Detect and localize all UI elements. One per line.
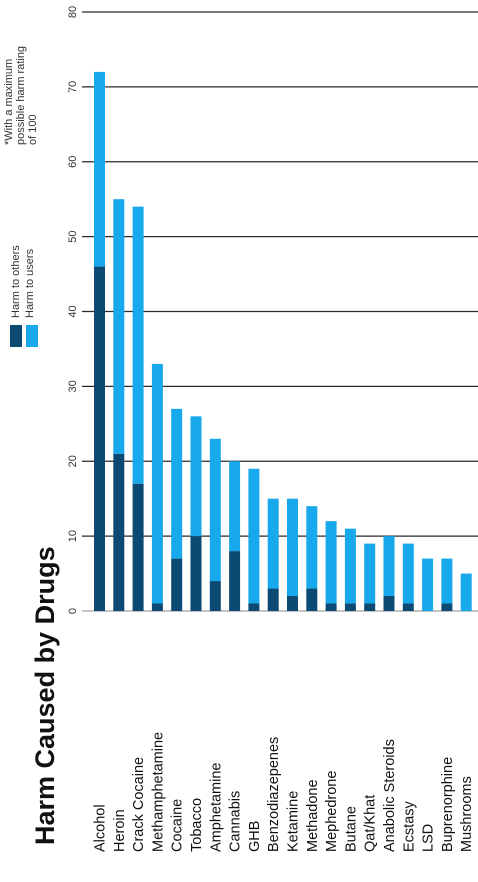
bar-harm-to-users — [287, 498, 298, 597]
y-tick-label: 10 — [67, 530, 79, 542]
category-label: Amphetamine — [208, 763, 224, 852]
y-tick-label: 0 — [67, 608, 79, 614]
footnote-line-1: *With a maximum — [3, 59, 15, 145]
bar-harm-to-others — [190, 536, 202, 611]
legend: Harm to others Harm to users — [10, 245, 38, 347]
category-labels: Alcohol Heroin Crack Cocaine Methamphetamin… — [93, 732, 476, 852]
legend-label-others: Harm to others — [10, 245, 22, 318]
bar-harm-to-users — [383, 536, 395, 597]
footnote: *With a maximum possible harm rating of … — [3, 43, 39, 145]
category-label: Mephedrone — [324, 771, 340, 852]
bar-harm-to-users — [267, 498, 279, 589]
y-tick-label: 60 — [67, 156, 79, 168]
bar-harm-to-users — [132, 206, 144, 484]
bar-harm-to-users — [190, 416, 202, 537]
bar-harm-to-others — [364, 603, 376, 611]
bar-harm-to-others — [344, 603, 356, 611]
category-label: Crack Cocaine — [131, 757, 147, 852]
bar-harm-to-others — [94, 266, 105, 611]
bar-harm-to-users — [171, 408, 183, 559]
bar-harm-to-others — [209, 581, 221, 611]
bar-harm-to-users — [151, 363, 163, 604]
chart-title: Harm Caused by Drugs — [30, 546, 60, 845]
bar-harm-to-users — [113, 199, 125, 454]
category-label: Ecstasy — [401, 800, 417, 852]
legend-swatch-users — [26, 325, 38, 347]
bar-harm-to-users — [422, 558, 434, 611]
legend-swatch-others — [10, 325, 22, 347]
bar-harm-to-users — [209, 438, 221, 582]
category-label: Mushrooms — [459, 776, 475, 852]
category-label: Heroin — [112, 809, 128, 852]
y-tick-label: 70 — [67, 81, 79, 93]
bar-harm-to-others — [248, 603, 260, 611]
category-label: Methamphetamine — [150, 732, 166, 852]
bars — [94, 71, 472, 611]
bar-harm-to-others — [287, 596, 298, 611]
category-label: Butane — [343, 806, 359, 852]
footnote-line-2: possible harm rating — [15, 46, 27, 145]
bar-harm-to-users — [306, 506, 318, 589]
bar-harm-to-others — [151, 603, 163, 611]
bar-harm-to-users — [364, 543, 376, 604]
category-label: Ketamine — [286, 791, 302, 852]
bar-harm-to-others — [441, 603, 453, 611]
bar-harm-to-users — [325, 521, 337, 604]
category-label: Qat/Khat — [363, 795, 379, 852]
bar-harm-to-users — [402, 543, 414, 604]
bar-harm-to-users — [460, 573, 472, 611]
y-tick-label: 30 — [67, 380, 79, 392]
category-label: Tobacco — [189, 798, 205, 852]
bar-harm-to-others — [267, 588, 279, 611]
bar-harm-to-others — [402, 603, 414, 611]
y-tick-label: 40 — [67, 305, 79, 317]
grid — [82, 11, 478, 612]
bar-harm-to-others — [171, 558, 183, 611]
bar-harm-to-others — [132, 483, 144, 611]
category-label: Cocaine — [170, 799, 186, 852]
bar-harm-to-users — [344, 528, 356, 604]
category-label: LSD — [421, 824, 437, 852]
bar-harm-to-others — [383, 596, 395, 611]
category-label: Buprenorphine — [440, 757, 456, 852]
category-label: Cannabis — [228, 791, 244, 852]
bar-harm-to-others — [113, 453, 125, 611]
footnote-line-3: of 100 — [27, 114, 39, 145]
bar-harm-to-users — [229, 461, 241, 552]
bar-harm-to-users — [248, 468, 260, 604]
bar-harm-to-others — [306, 588, 318, 611]
category-label: Methadone — [305, 779, 321, 852]
bar-harm-to-others — [229, 551, 241, 611]
bar-harm-to-others — [325, 603, 337, 611]
y-tick-label: 50 — [67, 231, 79, 243]
y-tick-label: 20 — [67, 455, 79, 467]
category-label: GHB — [247, 821, 263, 852]
bar-harm-to-users — [441, 558, 453, 604]
legend-label-users: Harm to users — [24, 248, 36, 318]
category-label: Benzodiazepenes — [266, 737, 282, 852]
category-label: Alcohol — [93, 804, 109, 852]
category-label: Anabolic Steroids — [382, 739, 398, 852]
y-tick-label: 80 — [67, 6, 79, 18]
bar-harm-to-users — [94, 71, 105, 267]
y-tick-labels: 0 10 20 30 40 50 60 70 80 — [67, 6, 79, 614]
